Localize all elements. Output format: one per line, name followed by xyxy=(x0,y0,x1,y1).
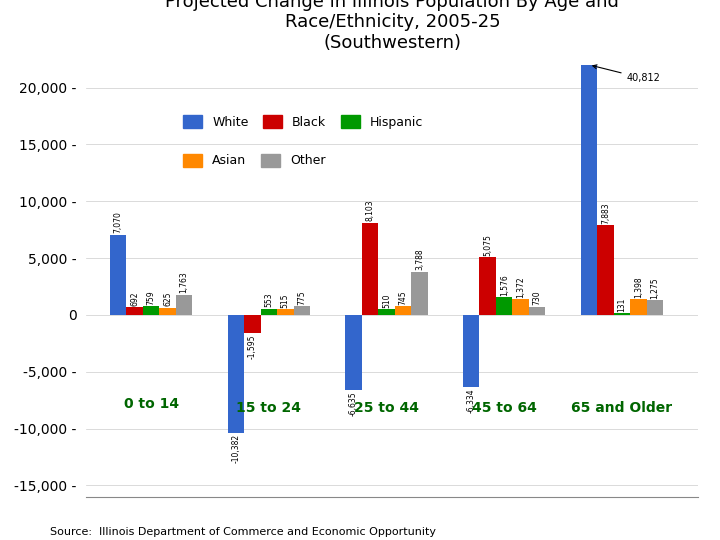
Text: -6,334: -6,334 xyxy=(467,388,476,413)
Text: 3,788: 3,788 xyxy=(415,249,424,271)
Text: 1,576: 1,576 xyxy=(500,274,509,295)
Text: 759: 759 xyxy=(147,291,156,305)
Text: 15 to 24: 15 to 24 xyxy=(236,401,302,415)
Bar xyxy=(127,307,143,315)
Bar xyxy=(496,297,513,315)
Bar xyxy=(647,300,663,315)
Text: -1,595: -1,595 xyxy=(248,334,257,359)
Bar xyxy=(513,299,529,315)
Bar xyxy=(244,315,261,333)
Text: -10,382: -10,382 xyxy=(231,434,240,463)
Text: 7,883: 7,883 xyxy=(601,202,610,224)
Bar xyxy=(346,315,361,390)
Bar xyxy=(529,307,546,315)
Bar xyxy=(411,272,428,315)
Bar xyxy=(581,65,597,315)
Text: 1,763: 1,763 xyxy=(179,272,189,294)
Bar xyxy=(176,295,192,315)
Bar xyxy=(613,313,630,315)
Text: 692: 692 xyxy=(130,291,139,306)
Text: Source:  Illinois Department of Commerce and Economic Opportunity: Source: Illinois Department of Commerce … xyxy=(50,526,436,537)
Text: -6,635: -6,635 xyxy=(349,392,358,416)
Bar xyxy=(261,309,277,315)
Text: 515: 515 xyxy=(281,293,289,308)
Text: 65 and Older: 65 and Older xyxy=(572,401,672,415)
Title: Projected Change in Illinois Population By Age and
Race/Ethnicity, 2005-25
(Sout: Projected Change in Illinois Population … xyxy=(166,0,619,52)
Bar xyxy=(463,315,480,387)
Text: 40,812: 40,812 xyxy=(593,65,660,84)
Bar xyxy=(361,223,378,315)
Text: 553: 553 xyxy=(264,293,274,307)
Text: 25 to 44: 25 to 44 xyxy=(354,401,419,415)
Text: 730: 730 xyxy=(533,291,541,305)
Bar xyxy=(277,309,294,315)
Bar xyxy=(159,308,176,315)
Text: 45 to 64: 45 to 64 xyxy=(472,401,536,415)
Text: 5,075: 5,075 xyxy=(483,234,492,256)
Bar xyxy=(110,234,127,315)
Bar xyxy=(480,257,496,315)
Text: 625: 625 xyxy=(163,292,172,306)
Bar xyxy=(294,306,310,315)
Bar xyxy=(597,225,613,315)
Bar xyxy=(630,299,647,315)
Bar xyxy=(395,306,411,315)
Text: 775: 775 xyxy=(297,290,306,305)
Text: 131: 131 xyxy=(617,298,626,312)
Bar xyxy=(228,315,244,433)
Text: 1,398: 1,398 xyxy=(634,276,643,298)
Text: 1,275: 1,275 xyxy=(650,278,660,299)
Bar xyxy=(378,309,395,315)
Text: 745: 745 xyxy=(398,291,408,305)
Bar xyxy=(143,306,159,315)
Legend: Asian, Other: Asian, Other xyxy=(179,149,330,172)
Text: 0 to 14: 0 to 14 xyxy=(124,396,179,410)
Text: 1,372: 1,372 xyxy=(516,276,525,298)
Text: 8,103: 8,103 xyxy=(366,200,374,221)
Text: 7,070: 7,070 xyxy=(114,211,122,233)
Text: 510: 510 xyxy=(382,293,391,308)
